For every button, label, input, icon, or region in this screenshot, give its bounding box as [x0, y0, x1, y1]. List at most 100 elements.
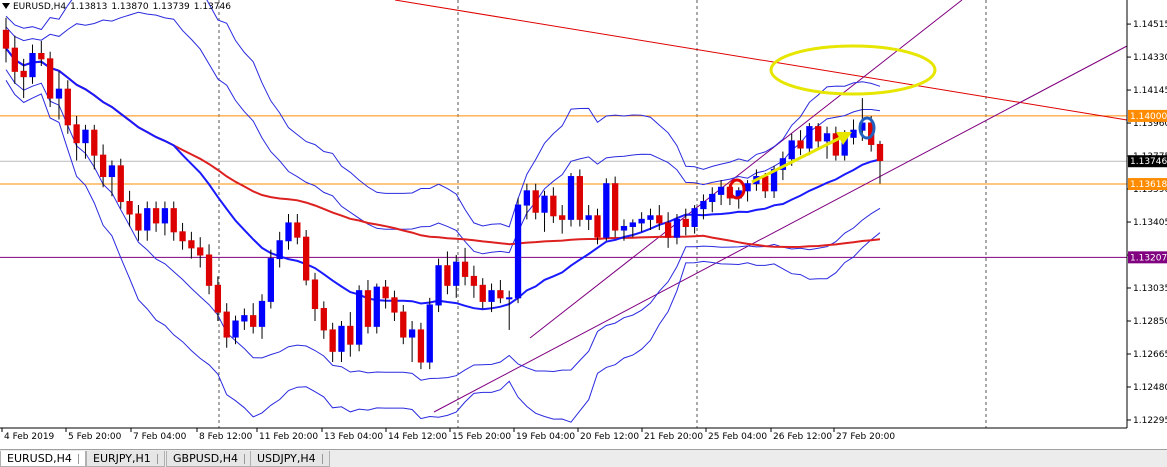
price-tag-box — [1128, 109, 1167, 122]
candle — [241, 308, 248, 330]
candle-body — [135, 213, 142, 231]
candle — [453, 255, 460, 298]
candle — [108, 160, 116, 197]
symbol-label: EURUSD,H4 — [13, 2, 67, 12]
candle-body — [444, 265, 451, 286]
candle — [188, 231, 195, 259]
tab-label: GBPUSD,H4 — [173, 452, 238, 465]
candle-body — [488, 290, 495, 302]
candle-body — [55, 88, 63, 99]
candle-body — [294, 222, 301, 238]
price-tag-label: 1.14000 — [1130, 112, 1167, 122]
dropdown-triangle-icon[interactable] — [2, 3, 10, 9]
tab-eurusd-h4[interactable]: EURUSD,H4 — [0, 451, 86, 467]
candle-body — [117, 165, 124, 203]
time-tick-label: 11 Feb 20:00 — [259, 432, 318, 442]
tab-usdjpy-h4[interactable]: USDJPY,H4 — [250, 451, 330, 467]
candle — [585, 205, 592, 231]
candle-body — [620, 225, 628, 231]
tab-gbpusd-h4[interactable]: GBPUSD,H4 — [166, 451, 252, 467]
candle-body — [20, 70, 27, 78]
candle-body — [64, 88, 71, 126]
candlesticks — [2, 17, 884, 370]
candle-body — [170, 208, 177, 233]
tab-eurjpy-h1[interactable]: EURJPY,H1 — [86, 451, 165, 467]
candle-body — [506, 297, 513, 300]
channel-trend-line — [529, 0, 963, 339]
candle — [832, 126, 840, 161]
price-tick-label: 1.14515 — [1133, 20, 1167, 30]
candle-body — [832, 133, 840, 156]
candle — [152, 201, 160, 232]
price-tick-label: 1.12480 — [1133, 383, 1167, 393]
time-tick-label: 25 Feb 04:00 — [708, 432, 767, 442]
candle-body — [152, 208, 160, 224]
candle — [135, 205, 142, 241]
candle — [267, 249, 274, 309]
blue-circle-marker — [858, 116, 876, 140]
candle — [709, 187, 716, 213]
candle-body — [311, 279, 319, 310]
candle — [46, 51, 54, 107]
plot-area — [0, 0, 1127, 423]
candle-body — [338, 325, 345, 352]
time-tick-label: 7 Feb 04:00 — [133, 432, 187, 442]
candle — [523, 183, 531, 220]
candle — [620, 219, 628, 241]
candle-body — [303, 236, 310, 281]
candle-body — [197, 247, 204, 256]
candle-body — [241, 315, 248, 322]
candle — [506, 290, 513, 330]
candle-body — [329, 329, 336, 352]
candle — [541, 190, 548, 232]
candle-body — [612, 183, 619, 231]
candle-body — [214, 284, 222, 313]
candle — [391, 290, 398, 321]
candle — [532, 183, 539, 220]
candle — [647, 208, 654, 231]
candle — [38, 41, 45, 66]
candle-body — [585, 215, 592, 220]
bollinger-lower — [5, 69, 881, 381]
candle — [470, 265, 478, 298]
open-value: 1.13813 — [70, 2, 108, 12]
candle — [64, 80, 71, 134]
low-value: 1.13739 — [152, 2, 190, 12]
candle-body — [373, 286, 380, 327]
fast-moving-average — [5, 47, 881, 311]
candle — [559, 205, 566, 234]
candle — [576, 169, 583, 227]
candle-body — [161, 208, 169, 224]
candle — [126, 190, 133, 227]
candle-body — [550, 195, 557, 217]
time-tick-label: 19 Feb 04:00 — [516, 432, 575, 442]
candle-body — [46, 58, 54, 99]
candle — [461, 247, 469, 286]
candle — [815, 123, 822, 149]
bollinger-upper — [5, 11, 881, 255]
candle-body — [108, 165, 116, 178]
candle — [488, 283, 495, 313]
candle — [2, 17, 10, 63]
candle — [20, 58, 27, 99]
bollinger-bands — [5, 0, 881, 423]
candle — [673, 214, 681, 245]
high-value: 1.13870 — [111, 2, 149, 12]
candle — [700, 194, 707, 220]
candle-body — [461, 261, 469, 277]
candle-body — [497, 290, 504, 299]
candle — [73, 115, 80, 161]
candle — [11, 35, 18, 84]
price-tag-label: 1.13207 — [1130, 253, 1167, 263]
time-tick-label: 15 Feb 20:00 — [452, 432, 511, 442]
annotations — [728, 44, 937, 200]
candle-body — [629, 222, 636, 227]
chart-background — [0, 0, 1167, 449]
candle-body — [2, 29, 10, 49]
time-axis: 4 Feb 2019 5 Feb 20:00 7 Feb 04:00 8 Feb 12… — [1, 428, 895, 442]
candle-body — [682, 218, 689, 227]
candle — [444, 251, 451, 295]
vertical-grid — [218, 0, 987, 428]
price-chart[interactable]: 1.145151.143301.141451.139601.137751.135… — [0, 0, 1167, 449]
chart-tab-bar: EURUSD,H4 EURJPY,H1 GBPUSD,H4 USDJPY,H4 — [0, 449, 1167, 467]
